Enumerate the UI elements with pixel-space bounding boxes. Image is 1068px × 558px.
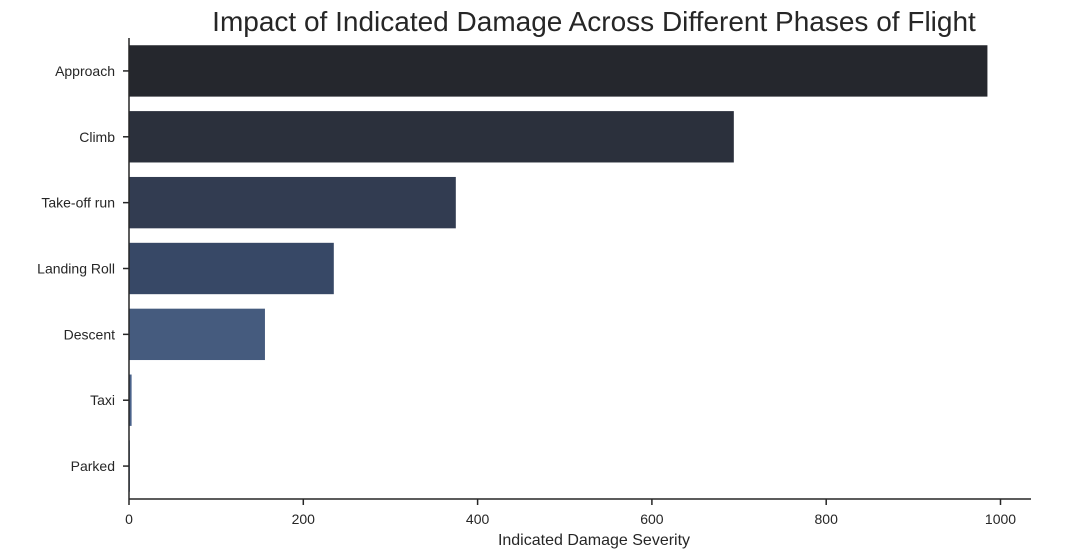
y-tick-label: Taxi (90, 392, 115, 408)
x-tick-label: 200 (292, 511, 316, 527)
bar-descent (129, 308, 265, 361)
x-tick-label: 800 (815, 511, 839, 527)
y-tick-label: Landing Roll (37, 261, 115, 277)
x-axis-label: Indicated Damage Severity (498, 532, 690, 549)
bars (129, 45, 988, 492)
bar-take-off-run (129, 176, 456, 229)
x-axis-ticks: 0 200 400 600 800 1000 (125, 499, 1016, 527)
x-tick-label: 400 (466, 511, 490, 527)
x-tick-label: 1000 (985, 511, 1016, 527)
x-tick-label: 0 (125, 511, 133, 527)
y-tick-label: Take-off run (41, 195, 115, 211)
y-tick-label: Climb (79, 129, 115, 145)
y-tick-label: Approach (55, 63, 115, 79)
y-axis-ticks: Approach Climb Take-off run Landing Roll Des… (37, 63, 129, 474)
y-tick-label: Parked (71, 458, 115, 474)
chart-title: Impact of Indicated Damage Across Differ… (212, 6, 976, 37)
x-tick-label: 600 (640, 511, 664, 527)
bar-taxi (129, 374, 132, 426)
bar-landing-roll (129, 242, 334, 295)
bar-approach (129, 45, 988, 97)
y-tick-label: Descent (64, 326, 115, 342)
bar-climb (129, 111, 734, 163)
